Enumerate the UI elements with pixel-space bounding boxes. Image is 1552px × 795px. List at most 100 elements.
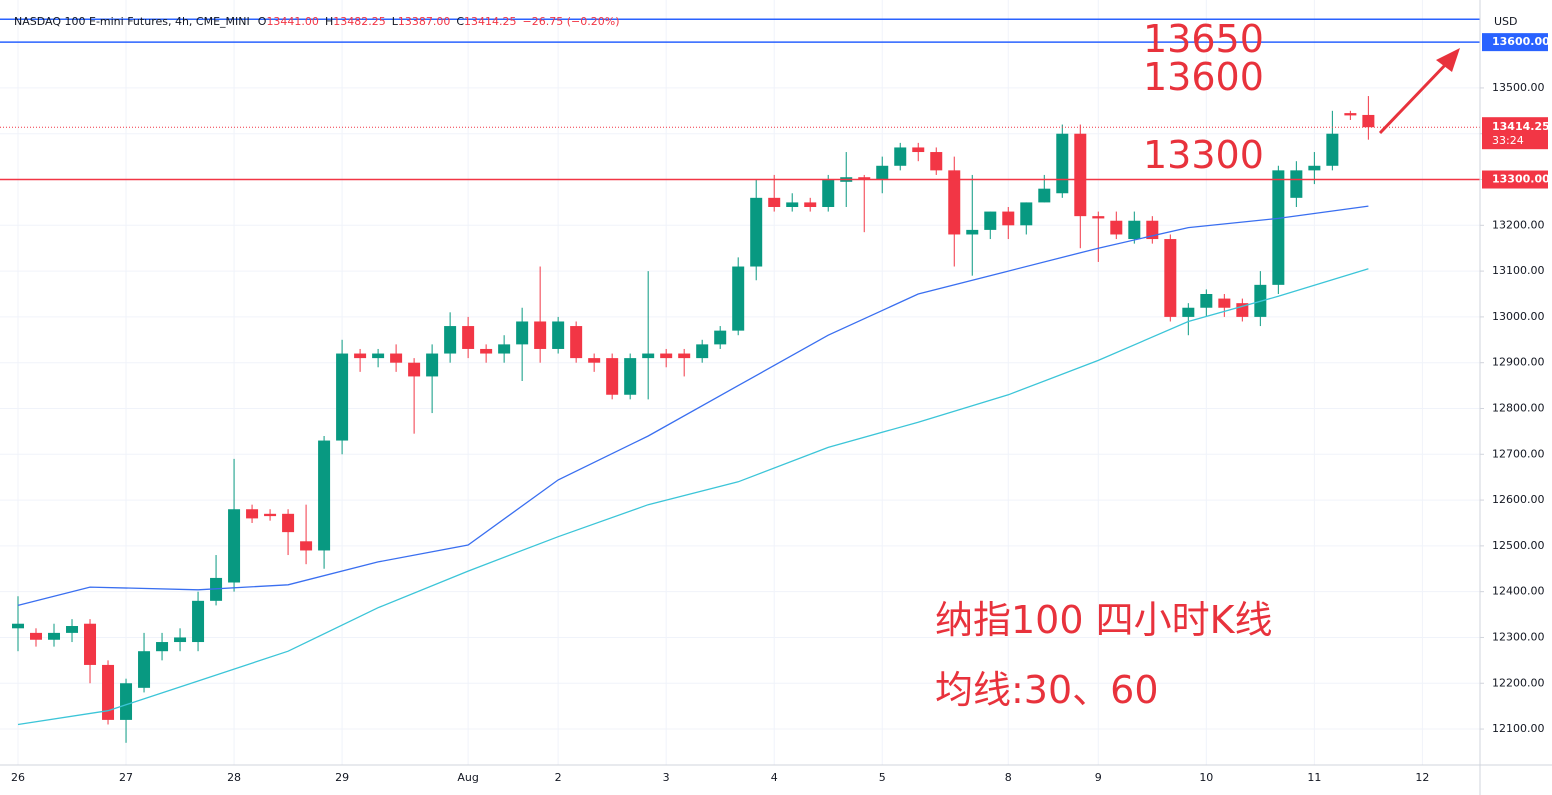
candle-body [1326,133,1339,166]
candle-body [354,353,367,359]
candle-body [984,211,997,230]
candle-body [1092,216,1105,219]
candle-body [1164,239,1177,317]
change: −26.75 (−0.20%) [523,15,620,28]
candle-body [948,170,961,235]
candle-body [552,321,565,349]
candle-body [300,541,313,551]
x-tick-label: 4 [771,771,778,784]
candle-body [192,600,205,643]
y-tick-label: 13200.00 [1492,218,1545,231]
candle-body [318,440,331,551]
header-text: NASDAQ 100 E-mini Futures, 4h, CME_MINI O… [14,15,620,28]
candle-body [48,632,61,640]
field-key: H [325,15,333,28]
candle-body [786,202,799,207]
y-tick-label: 12700.00 [1492,447,1545,460]
candle-body [66,626,79,633]
candle-body [1362,114,1375,128]
x-tick-label: 11 [1307,771,1321,784]
candle-body [120,683,133,720]
currency: USD [1494,15,1518,28]
candle-body [732,266,745,331]
candle-body [894,147,907,166]
candle-body [858,177,871,180]
candle-body [768,197,781,207]
candle-body [1056,133,1069,194]
x-tick-label: 9 [1095,771,1102,784]
symbol: NASDAQ 100 E-mini Futures, 4h, CME_MINI [14,15,250,28]
x-tick-label: Aug [457,771,478,784]
candle-body [1110,220,1123,235]
candle-body [1038,188,1051,203]
candle-body [444,326,457,354]
x-tick-label: 28 [227,771,241,784]
y-tick-label: 13100.00 [1492,264,1545,277]
y-tick-label: 12600.00 [1492,493,1545,506]
candle-body [156,642,169,652]
candle-body [1272,170,1285,285]
candle-body [102,664,115,720]
x-tick-label: 5 [879,771,886,784]
candle-body [516,321,529,345]
candle-body [462,326,475,349]
field-value: 13482.25 [333,15,386,28]
annotation: 13650 [1143,17,1264,61]
candle-body [678,353,691,359]
candle-body [372,353,385,359]
price-tag [1482,33,1548,52]
countdown: 33:24 [1492,134,1524,147]
x-tick-label: 10 [1199,771,1213,784]
price-tag-label: 13600.00 [1492,35,1550,48]
candle-body [84,623,97,665]
y-tick-label: 13000.00 [1492,310,1545,323]
candle-body [642,353,655,359]
y-tick-label: 12800.00 [1492,401,1545,414]
x-tick-label: 3 [663,771,670,784]
annotation: 纳指100 四小时K线 [935,598,1273,642]
candle-body [1290,170,1303,198]
field-key: O [258,15,267,28]
x-tick-label: 27 [119,771,133,784]
field-key: L [392,15,399,28]
annotation: 均线:30、60 [935,668,1159,712]
candle-body [1308,165,1321,171]
candle-body [804,202,817,207]
candle-body [876,165,889,180]
y-tick-label: 12100.00 [1492,722,1545,735]
annotation: 13600 [1143,55,1264,99]
field-value: 13387.00 [398,15,451,28]
y-tick-label: 12300.00 [1492,630,1545,643]
candle-body [822,179,835,207]
candle-body [282,513,295,533]
y-tick-label: 12500.00 [1492,539,1545,552]
candle-body [138,651,151,688]
arrow-head [1436,48,1460,72]
candle-body [624,358,637,395]
candle-body [1344,113,1357,116]
candle-body [426,353,439,377]
candle-body [606,358,619,395]
candle-body [264,513,277,517]
candle-body [912,147,925,153]
y-tick-label: 12400.00 [1492,585,1545,598]
candle-body [1002,211,1015,226]
candle-body [408,362,421,377]
candle-body [660,353,673,359]
candle-body [966,229,979,235]
price-tag-label: 13300.00 [1492,173,1550,186]
y-tick-label: 12200.00 [1492,676,1545,689]
moving-average [17,268,1369,726]
annotation: 13300 [1143,133,1264,177]
candle-body [570,326,583,359]
price-tag-label: 13414.25 [1492,120,1550,133]
candle-body [930,152,943,171]
candle-body [714,330,727,345]
candle-body [336,353,349,441]
candle-body [588,358,601,363]
field-key: C [456,15,464,28]
candle-body [750,197,763,267]
candle-body [1182,307,1195,317]
